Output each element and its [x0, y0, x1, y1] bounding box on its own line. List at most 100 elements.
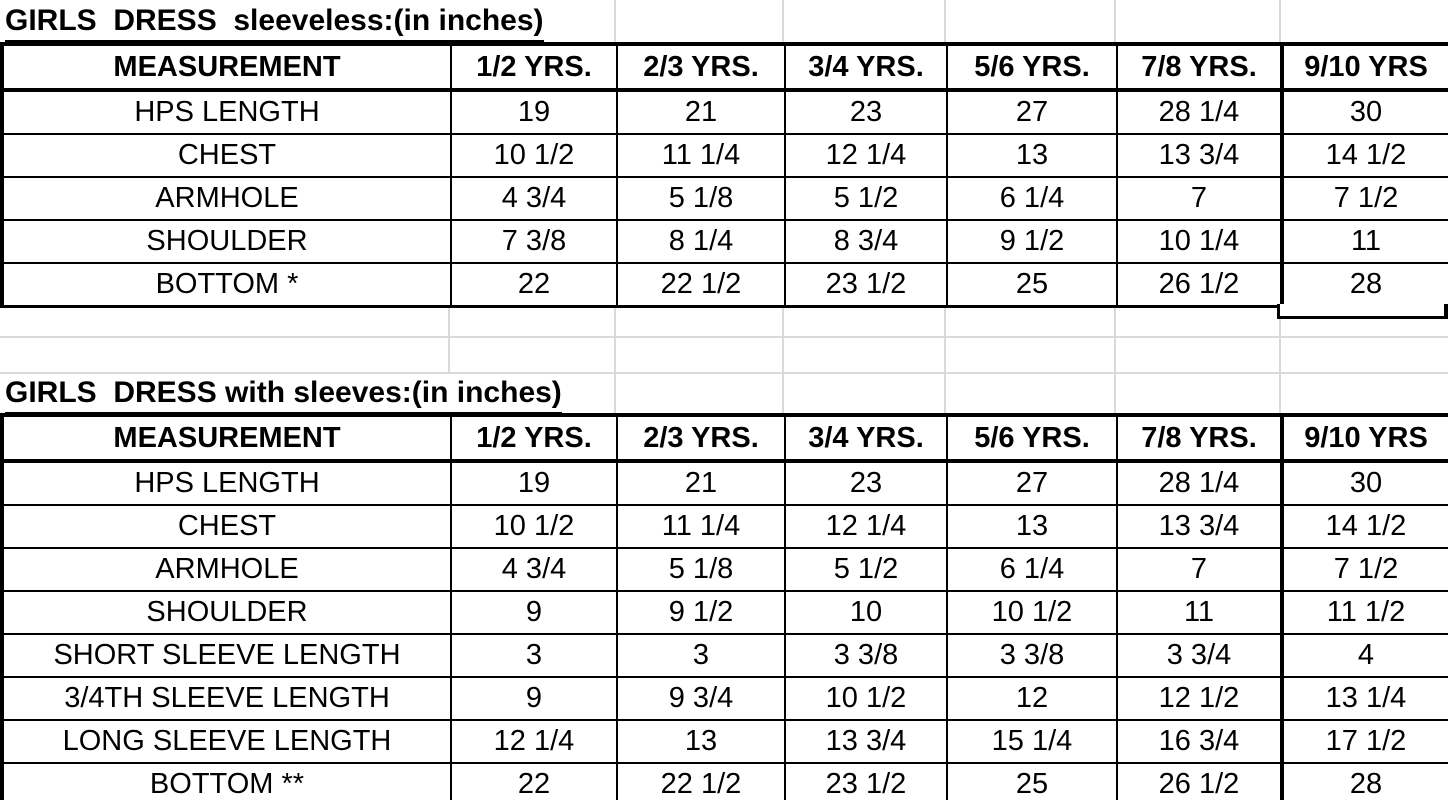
table-row: HPS LENGTH 19 21 23 27 28 1/4 30: [1, 460, 1448, 506]
size-cell: 22: [450, 762, 618, 800]
age-column-header: 7/8 YRS.: [1116, 42, 1283, 92]
size-cell: 6 1/4: [946, 547, 1118, 592]
size-cell: 13 3/4: [784, 719, 948, 764]
size-cell: 3: [616, 633, 786, 678]
size-cell: 6 1/4: [946, 176, 1118, 221]
measurement-column-header: MEASUREMENT: [1, 413, 452, 463]
table-row: HPS LENGTH 19 21 23 27 28 1/4 30: [1, 89, 1448, 135]
size-cell: 12 1/2: [1116, 676, 1283, 721]
grid-line: [944, 301, 946, 413]
age-column-header: 9/10 YRS: [1280, 413, 1448, 463]
size-cell: 25: [946, 762, 1118, 800]
grid-line: [614, 0, 616, 42]
size-cell: 28: [1280, 262, 1448, 308]
table2-title: GIRLS DRESS with sleeves:(in inches): [5, 376, 562, 415]
size-cell: 3: [450, 633, 618, 678]
table-row: BOTTOM ** 22 22 1/2 23 1/2 25 26 1/2 28: [1, 762, 1448, 800]
size-cell: 14 1/2: [1280, 133, 1448, 178]
size-cell: 3 3/8: [784, 633, 948, 678]
size-cell: 27: [946, 460, 1118, 506]
row-label: 3/4TH SLEEVE LENGTH: [1, 676, 452, 721]
row-label: CHEST: [1, 133, 452, 178]
age-column-header: 5/6 YRS.: [946, 42, 1118, 92]
size-cell: 10 1/2: [784, 676, 948, 721]
row-label: BOTTOM *: [1, 262, 452, 308]
size-cell: 13 3/4: [1116, 133, 1283, 178]
table-row: CHEST 10 1/2 11 1/4 12 1/4 13 13 3/4 14 1/2: [1, 133, 1448, 178]
measurement-column-header: MEASUREMENT: [1, 42, 452, 92]
size-cell: 19: [450, 460, 618, 506]
size-cell: 8 3/4: [784, 219, 948, 264]
size-cell: 5 1/8: [616, 547, 786, 592]
table2-body: HPS LENGTH 19 21 23 27 28 1/4 30 CHEST 10 1/2 11 …: [1, 460, 1448, 800]
size-cell: 25: [946, 262, 1118, 308]
size-cell: 23 1/2: [784, 262, 948, 308]
size-cell: 9: [450, 676, 618, 721]
size-cell: 5 1/8: [616, 176, 786, 221]
size-cell: 28 1/4: [1116, 460, 1283, 506]
row-label: SHOULDER: [1, 219, 452, 264]
grid-line: [614, 301, 616, 413]
size-cell: 9 1/2: [946, 219, 1118, 264]
size-cell: 13: [946, 504, 1118, 549]
size-cell: 16 3/4: [1116, 719, 1283, 764]
table1-last-column-extension: [1277, 304, 1448, 319]
table1-header-row: MEASUREMENT 1/2 YRS. 2/3 YRS. 3/4 YRS. 5/6 Y…: [1, 42, 1448, 92]
row-label: LONG SLEEVE LENGTH: [1, 719, 452, 764]
grid-line: [0, 336, 1448, 338]
size-cell: 22: [450, 262, 618, 308]
table-row: SHOULDER 7 3/8 8 1/4 8 3/4 9 1/2 10 1/4 11: [1, 219, 1448, 264]
size-cell: 21: [616, 460, 786, 506]
size-cell: 4 3/4: [450, 547, 618, 592]
row-label: ARMHOLE: [1, 547, 452, 592]
size-cell: 3 3/4: [1116, 633, 1283, 678]
grid-line: [0, 372, 1448, 374]
table-row: LONG SLEEVE LENGTH 12 1/4 13 13 3/4 15 1/4 16…: [1, 719, 1448, 764]
size-cell: 12: [946, 676, 1118, 721]
size-cell: 7: [1116, 547, 1283, 592]
grid-line: [782, 301, 784, 413]
size-cell: 15 1/4: [946, 719, 1118, 764]
size-cell: 8 1/4: [616, 219, 786, 264]
size-cell: 7: [1116, 176, 1283, 221]
age-column-header: 2/3 YRS.: [616, 413, 786, 463]
size-cell: 4: [1280, 633, 1448, 678]
grid-line: [1279, 301, 1281, 413]
size-cell: 4 3/4: [450, 176, 618, 221]
size-cell: 30: [1280, 89, 1448, 135]
size-cell: 19: [450, 89, 618, 135]
size-cell: 11: [1280, 219, 1448, 264]
size-cell: 7 1/2: [1280, 547, 1448, 592]
grid-line: [1114, 0, 1116, 42]
size-cell: 17 1/2: [1280, 719, 1448, 764]
size-cell: 13: [946, 133, 1118, 178]
size-cell: 26 1/2: [1116, 262, 1283, 308]
size-cell: 7 3/8: [450, 219, 618, 264]
size-cell: 13 1/4: [1280, 676, 1448, 721]
size-cell: 23: [784, 460, 948, 506]
age-column-header: 9/10 YRS: [1280, 42, 1448, 92]
age-column-header: 1/2 YRS.: [450, 413, 618, 463]
age-column-header: 3/4 YRS.: [784, 42, 948, 92]
age-column-header: 7/8 YRS.: [1116, 413, 1283, 463]
grid-line: [1279, 0, 1281, 42]
table1-title: GIRLS DRESS sleeveless:(in inches): [5, 4, 544, 43]
size-cell: 30: [1280, 460, 1448, 506]
size-cell: 3 3/8: [946, 633, 1118, 678]
size-cell: 13: [616, 719, 786, 764]
size-cell: 28: [1280, 762, 1448, 800]
row-label: HPS LENGTH: [1, 89, 452, 135]
size-cell: 22 1/2: [616, 762, 786, 800]
size-cell: 12 1/4: [450, 719, 618, 764]
grid-line: [782, 0, 784, 42]
size-cell: 22 1/2: [616, 262, 786, 308]
size-cell: 9: [450, 590, 618, 635]
size-cell: 12 1/4: [784, 133, 948, 178]
size-cell: 23: [784, 89, 948, 135]
table-row: ARMHOLE 4 3/4 5 1/8 5 1/2 6 1/4 7 7 1/2: [1, 547, 1448, 592]
size-cell: 14 1/2: [1280, 504, 1448, 549]
size-cell: 10 1/2: [946, 590, 1118, 635]
size-cell: 10 1/4: [1116, 219, 1283, 264]
table-row: SHOULDER 9 9 1/2 10 10 1/2 11 11 1/2: [1, 590, 1448, 635]
